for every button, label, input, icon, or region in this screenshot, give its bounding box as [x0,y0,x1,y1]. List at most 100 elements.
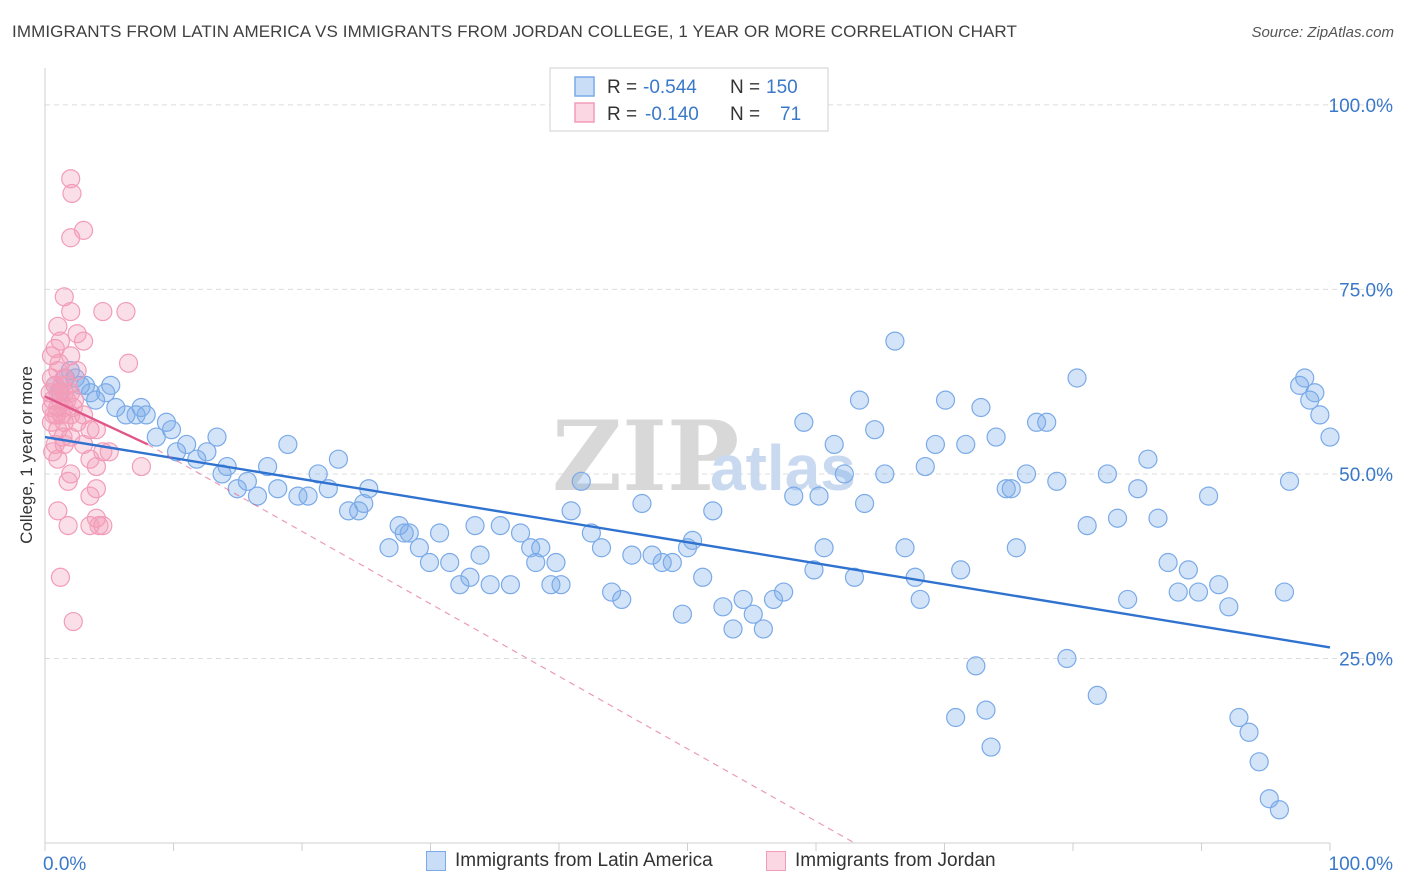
watermark-zip: ZIP [552,400,739,513]
legend-swatch-pink [574,102,595,123]
point-jordan [118,353,139,373]
bottom-legend-swatch-pink [766,851,786,871]
point-latin-america [419,552,440,573]
legend-row-latin-america: R = -0.544 N = 150 [574,76,798,98]
trend-lines [44,395,1331,844]
point-latin-america [763,589,784,610]
point-latin-america [652,552,672,573]
point-latin-america [247,486,268,506]
point-latin-america [602,582,622,602]
trend-extension-jordan [147,443,855,844]
point-latin-america [1148,508,1168,528]
chart-title: IMMIGRANTS FROM LATIN AMERICA VS IMMIGRA… [12,22,1017,41]
point-latin-america [1077,516,1097,536]
point-latin-america [1006,538,1026,558]
point-latin-america [723,619,743,639]
y-tick-label: 25.0% [1339,649,1393,670]
point-jordan [63,611,83,632]
point-latin-america [672,604,693,624]
point-latin-america [531,538,551,558]
point-jordan [80,449,100,469]
point-latin-america [551,575,571,595]
legend-r-value: -0.544 [643,77,697,98]
legend-n-value: 71 [780,104,801,125]
point-latin-america [925,434,945,455]
point-latin-america [804,560,824,580]
point-latin-america [1087,685,1107,705]
point-latin-america [409,538,429,558]
point-latin-america [338,501,359,521]
point-jordan [86,456,107,477]
point-latin-america [682,530,703,550]
watermark-atlas: atlas [710,432,856,504]
tick-labels: 25.0% 50.0% 75.0% 100.0% 0.0% 100.0% [43,96,1393,875]
point-latin-america [875,464,895,484]
point-jordan [86,479,107,499]
point-latin-america [854,493,875,514]
point-latin-america [814,538,834,558]
y-tick-label: 50.0% [1339,465,1393,486]
point-jordan [80,486,100,506]
point-jordan [50,567,71,587]
trend-line-latin-america [44,435,1331,649]
point-latin-america [971,397,991,418]
point-latin-america [237,471,257,491]
point-latin-america [480,575,500,595]
point-jordan [48,316,68,336]
point-latin-america [794,412,814,432]
point-latin-america [1188,582,1209,602]
point-latin-america [743,604,763,624]
legend-n-label: N = [730,77,760,98]
point-latin-america [1168,582,1188,602]
legend-swatch-blue [574,76,595,97]
point-latin-america [1310,405,1330,425]
point-latin-america [106,397,126,418]
bottom-legend-swatch-blue [426,851,446,871]
bottom-legend-label: Immigrants from Latin America [455,850,713,871]
point-latin-america [268,479,288,499]
point-jordan [61,464,81,484]
point-latin-america [809,486,829,506]
point-latin-america [1320,427,1340,447]
point-latin-america [733,589,753,610]
point-latin-america [996,479,1016,499]
point-jordan [73,331,94,351]
point-latin-america [895,538,915,558]
point-latin-america [116,405,136,425]
point-jordan [61,301,81,322]
point-latin-america [146,427,166,447]
point-latin-america [470,545,490,565]
point-jordan [80,516,100,536]
point-latin-america [177,434,197,455]
point-latin-america [1097,464,1118,484]
point-latin-america [1279,471,1300,491]
point-latin-america [161,420,182,440]
point-latin-america [1178,560,1198,580]
legend-n-label: N = [730,104,760,125]
point-jordan [58,516,78,536]
point-latin-america [849,390,870,410]
point-latin-america [328,449,349,469]
point-latin-america [1239,722,1259,742]
point-latin-america [956,434,976,455]
point-latin-america [976,700,996,720]
point-latin-america [399,523,419,543]
point-latin-america [546,552,566,573]
point-latin-america [510,523,531,543]
watermark: ZIP atlas [552,400,856,513]
point-jordan [50,331,71,351]
source-label: Source: ZipAtlas.com [1251,24,1394,41]
point-jordan [131,456,151,477]
x-tick-label: 100.0% [1329,854,1394,875]
point-latin-america [1295,368,1315,388]
point-latin-america [460,567,480,587]
point-latin-america [490,516,510,536]
point-latin-america [394,523,414,543]
point-latin-america [642,545,662,565]
point-latin-america [136,405,156,425]
point-latin-america [1107,508,1128,528]
point-latin-america [1001,479,1021,499]
point-latin-america [1067,368,1087,388]
point-latin-america [1158,552,1178,573]
point-latin-america [298,486,318,506]
